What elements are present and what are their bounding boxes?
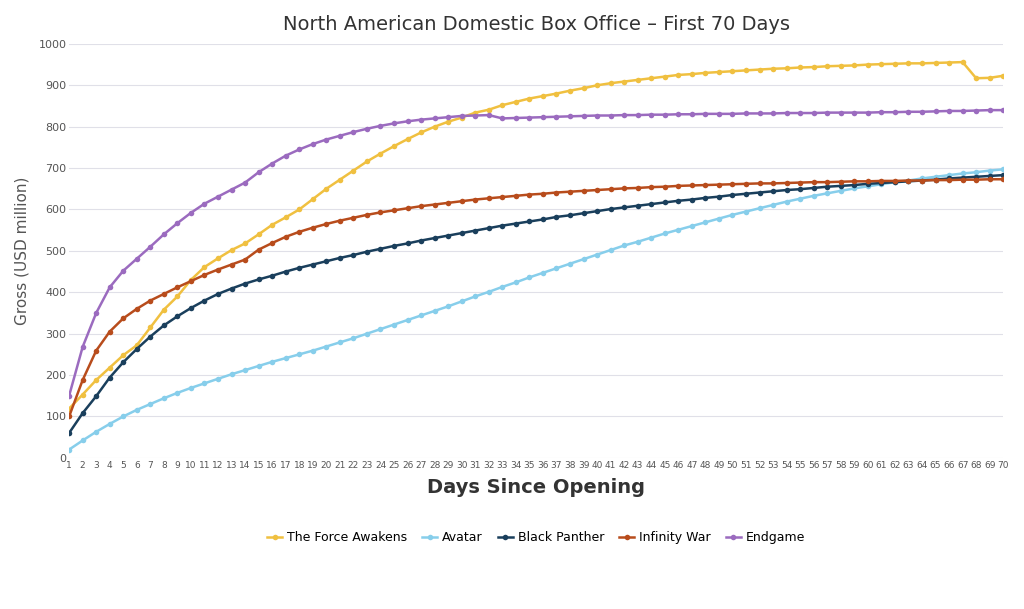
Infinity War	[848, 178, 860, 185]
Avatar	[862, 183, 874, 190]
Infinity War	[347, 214, 359, 222]
Black Panther	[62, 429, 75, 437]
Avatar	[306, 347, 318, 354]
Black Panther	[280, 268, 292, 275]
Infinity War	[578, 187, 590, 194]
Endgame	[184, 209, 197, 216]
Y-axis label: Gross (USD million): Gross (USD million)	[15, 177, 30, 325]
Avatar	[347, 334, 359, 342]
Line: Black Panther: Black Panther	[67, 172, 1006, 436]
The Force Awakens	[997, 72, 1010, 79]
Black Panther	[997, 172, 1010, 179]
Title: North American Domestic Box Office – First 70 Days: North American Domestic Box Office – Fir…	[283, 15, 790, 34]
Endgame	[984, 107, 996, 114]
The Force Awakens	[280, 214, 292, 221]
Avatar	[578, 256, 590, 263]
Line: Avatar: Avatar	[67, 166, 1006, 452]
Endgame	[578, 112, 590, 119]
The Force Awakens	[347, 167, 359, 174]
The Force Awakens	[862, 61, 874, 68]
Black Panther	[862, 180, 874, 188]
Black Panther	[578, 209, 590, 217]
The Force Awakens	[62, 405, 75, 412]
Endgame	[62, 392, 75, 400]
Black Panther	[848, 181, 860, 189]
Endgame	[862, 109, 874, 116]
Avatar	[62, 446, 75, 453]
Infinity War	[862, 178, 874, 185]
X-axis label: Days Since Opening: Days Since Opening	[427, 478, 645, 497]
Endgame	[280, 152, 292, 160]
The Force Awakens	[848, 62, 860, 69]
The Force Awakens	[956, 58, 969, 66]
Infinity War	[184, 278, 197, 285]
Endgame	[997, 107, 1010, 114]
Black Panther	[306, 261, 318, 268]
Avatar	[280, 354, 292, 362]
Black Panther	[347, 252, 359, 259]
Line: The Force Awakens: The Force Awakens	[67, 59, 1006, 412]
The Force Awakens	[578, 85, 590, 92]
Legend: The Force Awakens, Avatar, Black Panther, Infinity War, Endgame: The Force Awakens, Avatar, Black Panther…	[262, 526, 810, 549]
Line: Infinity War: Infinity War	[67, 177, 1006, 419]
Endgame	[347, 128, 359, 136]
Endgame	[848, 109, 860, 116]
Line: Endgame: Endgame	[67, 107, 1006, 398]
Avatar	[997, 166, 1010, 173]
Infinity War	[62, 413, 75, 420]
Avatar	[848, 185, 860, 192]
Infinity War	[984, 175, 996, 183]
The Force Awakens	[184, 276, 197, 284]
Infinity War	[280, 233, 292, 241]
Infinity War	[997, 175, 1010, 183]
